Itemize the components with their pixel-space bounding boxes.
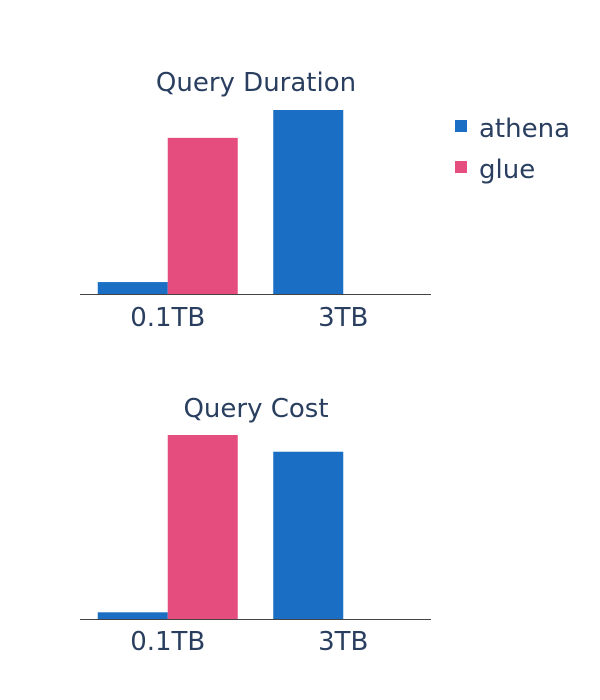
legend-item-glue[interactable]: glue: [455, 155, 535, 185]
bar-athena-0.1TB: [97, 282, 168, 294]
legend-item-athena[interactable]: athena: [455, 114, 570, 144]
chart-panels: Query Duration 0.1TB 3TB Query Cost 0.1TB 3TB: [80, 68, 431, 657]
bar-athena-3TB: [273, 451, 344, 619]
bar-athena-0.1TB: [97, 612, 168, 619]
chart-panel-2: Query Cost 0.1TB 3TB: [80, 394, 431, 657]
x-tick-label: 0.1TB: [130, 303, 205, 333]
bar-glue-0.1TB: [167, 435, 238, 619]
bar-athena-3TB: [273, 110, 344, 294]
legend[interactable]: athena glue: [455, 114, 570, 185]
legend-swatch-athena: [455, 120, 467, 132]
bar-glue-0.1TB: [167, 137, 238, 294]
legend-swatch-glue: [455, 161, 467, 173]
chart-title: Query Cost: [183, 394, 328, 424]
chart-title: Query Duration: [156, 68, 356, 98]
legend-label-athena: athena: [479, 114, 570, 144]
legend-label-glue: glue: [479, 155, 535, 185]
x-tick-label: 0.1TB: [130, 627, 205, 657]
x-tick-label: 3TB: [318, 303, 368, 333]
chart-panel-1: Query Duration 0.1TB 3TB: [80, 68, 431, 333]
x-tick-label: 3TB: [318, 627, 368, 657]
